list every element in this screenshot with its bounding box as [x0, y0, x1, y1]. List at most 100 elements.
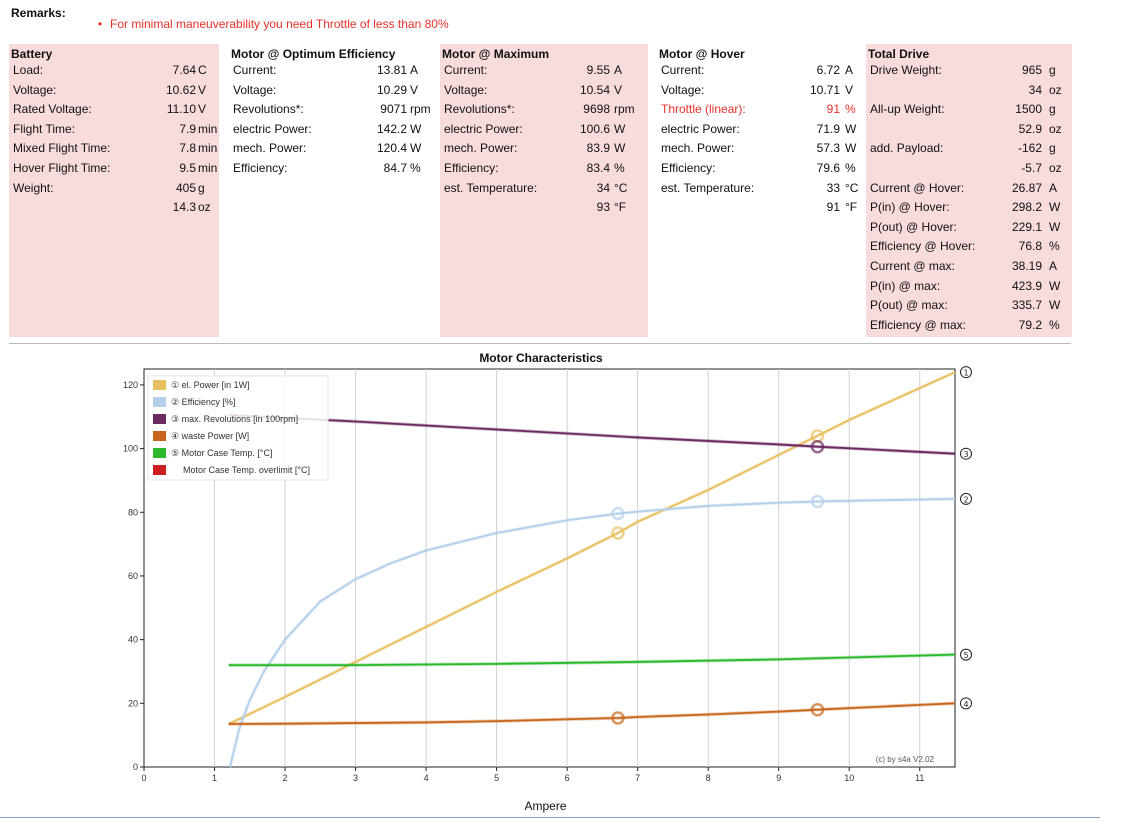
chart-title: Motor Characteristics — [479, 351, 603, 365]
row-value: 93 — [596, 200, 610, 215]
row-value: 142.2 — [376, 121, 407, 136]
row-unit: g — [1049, 141, 1056, 156]
series-point-revolutions — [810, 439, 825, 454]
panel-row: Current @ Hover: 26.87 A — [866, 179, 1072, 197]
remark-text: For minimal maneuverability you need Thr… — [110, 17, 449, 31]
row-label: P(out) @ max: — [870, 298, 948, 313]
panel-row: Efficiency @ max: 79.2% — [866, 316, 1072, 334]
series-point-efficiency — [810, 494, 825, 509]
row-label: P(in) @ Hover: — [870, 200, 950, 215]
panel-row: Mixed Flight Time: 7.8 min — [9, 139, 219, 157]
row-label: Mixed Flight Time: — [13, 141, 111, 156]
legend-swatch — [153, 465, 166, 475]
row-unit: W — [1049, 278, 1061, 293]
series-point-el_power — [611, 526, 625, 540]
row-value: 10.29 — [376, 82, 407, 97]
series-end-marker — [960, 366, 972, 379]
series-end-marker-label: 3 — [963, 450, 968, 459]
row-value: 11.10 — [166, 102, 196, 117]
row-unit: V — [198, 82, 207, 97]
y-tick-label: 100 — [123, 444, 138, 454]
panel-row: 91 °F — [657, 198, 858, 216]
y-tick-label: 20 — [128, 698, 138, 708]
panel-title: Motor @ Optimum Efficiency — [231, 47, 396, 61]
row-label: add. Payload: — [870, 141, 944, 156]
series-line-revolutions — [228, 414, 956, 455]
row-unit: V — [845, 82, 854, 97]
row-unit: oz — [1049, 121, 1062, 136]
row-label: electric Power: — [661, 121, 740, 136]
row-unit: A — [845, 63, 854, 77]
row-label: Voltage: — [444, 82, 488, 97]
row-value: 7.9 — [179, 121, 196, 136]
panel-row: Current: 13.81 A — [229, 61, 434, 79]
row-unit: oz — [1049, 161, 1062, 175]
panel-row: Revolutions*: 9071 rpm — [229, 100, 434, 118]
row-label: Current: — [444, 63, 488, 77]
row-unit: g — [1049, 102, 1056, 117]
row-unit: W — [410, 121, 422, 136]
panel-row: Rated Voltage: 11.10 V — [9, 100, 219, 118]
panel-title: Motor @ Maximum — [442, 47, 550, 61]
row-value: 71.9 — [816, 121, 840, 136]
series-end-marker-label: 1 — [963, 369, 968, 378]
panel-row: P(out) @ max: 335.7 W — [866, 296, 1072, 314]
row-label: Voltage: — [13, 82, 57, 97]
row-label: Voltage: — [661, 82, 705, 97]
row-unit: g — [198, 180, 205, 195]
panel-row: electric Power: 142.2 W — [229, 120, 434, 138]
row-value: 10.62 — [165, 82, 196, 97]
y-tick-label: 80 — [128, 507, 138, 517]
row-value: 91 — [826, 200, 840, 215]
panel-row: Current @ max: 38.19 A — [866, 257, 1072, 275]
row-unit: oz — [1049, 82, 1062, 97]
row-unit: W — [1049, 219, 1061, 234]
series-end-marker — [960, 447, 972, 460]
row-value: 9.55 — [586, 63, 610, 77]
row-unit: W — [614, 141, 626, 156]
x-tick-label: 2 — [283, 773, 288, 783]
panel-title: Battery — [11, 47, 53, 61]
total-drive-panel: Total Drive Drive Weight: 965 g 34 oz All-up W… — [866, 44, 1072, 337]
row-value: -5.7 — [1021, 161, 1042, 175]
row-unit: A — [614, 63, 623, 77]
row-label: Current @ Hover: — [870, 180, 965, 195]
panel-row: Efficiency: 84.7% — [229, 159, 434, 177]
panel-row: Weight: 405 g — [9, 179, 219, 197]
legend-box — [147, 375, 329, 481]
row-value: 76.8 — [1018, 239, 1042, 254]
row-unit: g — [1049, 63, 1056, 77]
row-label: Hover Flight Time: — [13, 161, 111, 175]
x-tick-label: 0 — [141, 773, 146, 783]
legend-swatch — [153, 448, 166, 458]
row-value: 84.7 — [383, 161, 407, 175]
row-label: electric Power: — [444, 121, 523, 136]
panel-row: electric Power: 71.9 W — [657, 120, 857, 138]
panel-row: 34 oz — [866, 81, 1072, 99]
row-unit: W — [1049, 298, 1061, 313]
motor-optimum-panel: Motor @ Optimum Efficiency Current: 13.81 A… — [229, 44, 434, 337]
row-value: 965 — [1021, 63, 1042, 77]
row-label: Efficiency: — [233, 161, 288, 175]
row-value: 6.72 — [816, 63, 840, 77]
panel-row: Voltage: 10.29 V — [229, 81, 434, 99]
legend-label: ① el. Power [in 1W] — [171, 380, 250, 390]
panel-row: mech. Power: 83.9 W — [440, 139, 648, 157]
row-label: Efficiency @ max: — [870, 317, 966, 332]
row-unit: °C — [845, 180, 859, 195]
panel-title: Motor @ Hover — [659, 47, 745, 61]
row-value: 7.64 — [172, 63, 196, 77]
legend-label: Motor Case Temp. overlimit [°C] — [183, 465, 310, 475]
row-value: 9071 — [380, 102, 407, 117]
panel-row: Voltage: 10.71 V — [657, 81, 857, 99]
panel-row: est. Temperature: 33 °C — [657, 179, 859, 197]
panel-row: add. Payload: -162 g — [866, 139, 1072, 157]
motor-characteristics-chart: 0 1 2 3 4 5 6 7 8 9 10 11 0 20 40 60 80 100 120 Ampere 1 2 3 4 5… — [123, 366, 972, 813]
panel-row: Flight Time: 7.9 min — [9, 120, 219, 138]
row-value: 10.71 — [809, 82, 840, 97]
legend-label: ④ waste Power [W] — [171, 431, 249, 441]
row-unit: % — [845, 161, 856, 175]
row-value: 14.3 — [172, 200, 196, 215]
row-label: est. Temperature: — [661, 180, 755, 195]
row-unit: °F — [614, 200, 627, 215]
